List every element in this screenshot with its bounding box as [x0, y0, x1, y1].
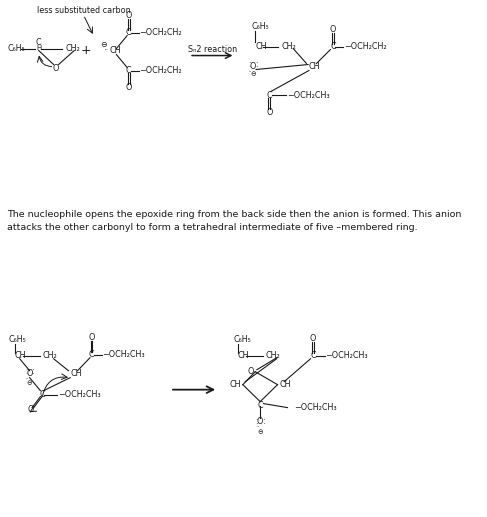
Text: O: O: [330, 25, 336, 34]
Text: ··: ··: [256, 424, 260, 429]
Text: :: :: [262, 417, 265, 426]
Text: CH: CH: [70, 369, 82, 378]
Text: O: O: [247, 367, 254, 376]
Text: CH: CH: [238, 351, 249, 360]
Text: −OCH₂CH₃: −OCH₂CH₃: [294, 403, 337, 412]
Text: O: O: [249, 62, 256, 71]
Text: O: O: [126, 83, 132, 92]
Text: C₆H₅: C₆H₅: [234, 336, 251, 344]
Text: CH: CH: [230, 380, 241, 389]
Text: ⊖: ⊖: [258, 429, 263, 434]
Text: H: H: [36, 44, 41, 51]
Text: O: O: [126, 11, 132, 20]
Text: O: O: [89, 333, 95, 342]
Text: −OCH₂CH₃: −OCH₂CH₃: [102, 350, 145, 359]
Text: :: :: [25, 367, 28, 376]
Text: CH: CH: [15, 351, 26, 360]
Text: ⊖: ⊖: [100, 40, 107, 49]
Text: attacks the other carbonyl to form a tetrahedral intermediate of five –membered : attacks the other carbonyl to form a tet…: [7, 223, 418, 232]
Text: Sₙ2 reaction: Sₙ2 reaction: [187, 45, 237, 54]
Text: C: C: [89, 350, 94, 359]
Text: C: C: [39, 390, 45, 399]
Text: ··: ··: [25, 376, 29, 381]
Text: +: +: [80, 44, 91, 57]
Text: :: :: [32, 367, 34, 376]
Text: C: C: [257, 401, 263, 410]
Text: −OCH₂CH₂: −OCH₂CH₂: [140, 66, 182, 75]
Text: CH₂: CH₂: [281, 42, 297, 51]
Text: C: C: [310, 351, 316, 360]
Text: O: O: [266, 108, 272, 117]
Text: O: O: [27, 405, 34, 414]
Text: −OCH₂CH₃: −OCH₂CH₃: [325, 351, 368, 360]
Text: O: O: [257, 417, 263, 426]
Text: C₆H₅: C₆H₅: [252, 22, 270, 31]
Text: less substituted carbon: less substituted carbon: [37, 6, 130, 15]
Text: C₆H₅: C₆H₅: [7, 44, 25, 53]
Text: O: O: [26, 369, 33, 378]
Text: C: C: [266, 91, 272, 100]
Text: CH₂: CH₂: [42, 351, 57, 360]
Text: ··: ··: [248, 69, 252, 74]
Text: −OCH₂CH₃: −OCH₂CH₃: [287, 91, 329, 100]
Text: −OCH₂CH₂: −OCH₂CH₂: [140, 28, 182, 37]
Text: CH₂: CH₂: [66, 44, 81, 53]
Text: CH: CH: [279, 380, 291, 389]
Text: C: C: [126, 28, 131, 37]
Text: The nucleophile opens the epoxide ring from the back side then the anion is form: The nucleophile opens the epoxide ring f…: [7, 210, 462, 219]
Text: −OCH₂CH₃: −OCH₂CH₃: [58, 390, 100, 399]
Text: O: O: [310, 334, 316, 343]
Text: CH: CH: [255, 42, 267, 51]
Text: CH: CH: [110, 46, 121, 55]
Text: C₆H₅: C₆H₅: [9, 336, 27, 344]
Text: O: O: [53, 64, 59, 73]
Text: C: C: [126, 66, 131, 75]
Text: ⊖: ⊖: [27, 379, 32, 386]
Text: −OCH₂CH₂: −OCH₂CH₂: [344, 42, 386, 51]
Text: CH: CH: [309, 62, 320, 71]
Text: C: C: [36, 38, 41, 47]
Text: :: :: [256, 417, 258, 426]
Text: :: :: [248, 60, 251, 69]
Text: C: C: [330, 42, 336, 51]
Text: CH₂: CH₂: [265, 351, 280, 360]
Text: ⊖: ⊖: [250, 71, 256, 78]
Text: :: :: [255, 60, 257, 69]
